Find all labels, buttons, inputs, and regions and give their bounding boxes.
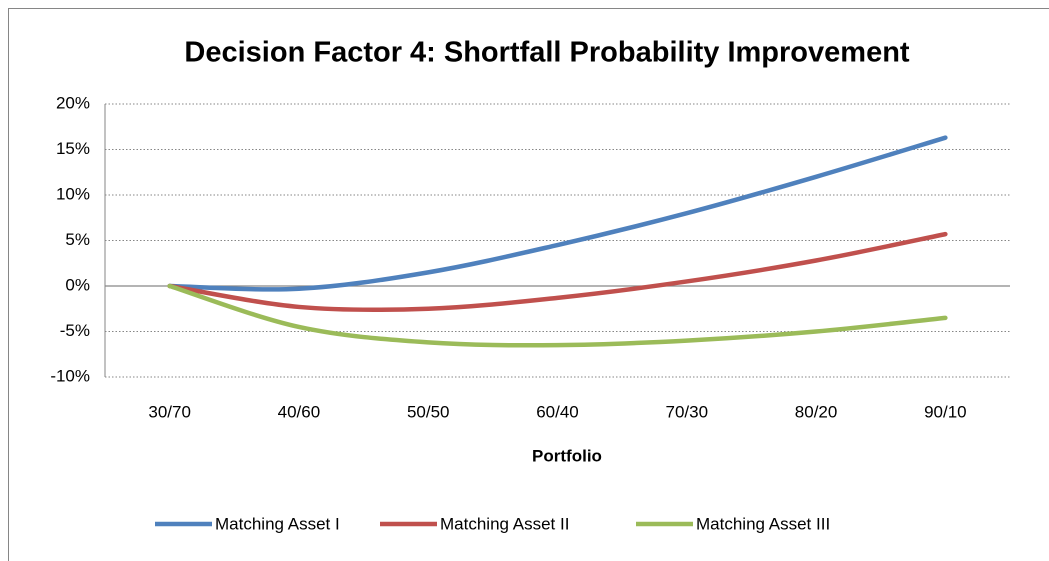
y-tick-label: 5% [65, 230, 90, 249]
x-tick-label: 40/60 [278, 402, 321, 421]
x-tick-label: 50/50 [407, 402, 450, 421]
y-tick-label: 0% [65, 275, 90, 294]
y-tick-label: -5% [60, 321, 90, 340]
y-tick-label: 10% [56, 184, 90, 203]
x-tick-label: 60/40 [536, 402, 579, 421]
legend-label: Matching Asset II [440, 514, 569, 533]
series-line [167, 135, 948, 292]
x-tick-label: 80/20 [795, 402, 838, 421]
y-tick-label: 20% [56, 93, 90, 112]
x-tick-label: 90/10 [924, 402, 967, 421]
x-axis-title: Portfolio [532, 446, 602, 465]
legend-label: Matching Asset I [215, 514, 340, 533]
series-line [167, 231, 948, 313]
y-tick-label: -10% [50, 366, 90, 385]
series-line [167, 283, 948, 348]
x-tick-label: 30/70 [148, 402, 191, 421]
chart-title: Decision Factor 4: Shortfall Probability… [184, 37, 909, 69]
chart-border [8, 8, 1049, 561]
legend-label: Matching Asset III [696, 514, 830, 533]
y-tick-label: 15% [56, 139, 90, 158]
x-tick-label: 70/30 [666, 402, 709, 421]
